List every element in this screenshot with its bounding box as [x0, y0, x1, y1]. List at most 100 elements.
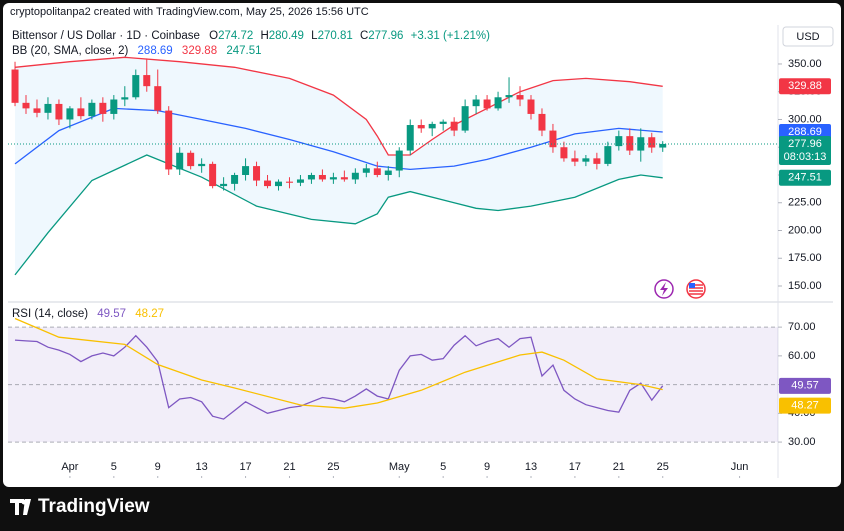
- indicator-title: BB (20, SMA, close, 2): [12, 45, 128, 57]
- y-tick-label: 150.00: [788, 280, 822, 292]
- candle-body: [395, 150, 403, 171]
- candle-body: [450, 121, 458, 131]
- candle-body: [362, 168, 370, 173]
- candle-body: [165, 110, 173, 170]
- candle-body: [220, 183, 228, 187]
- y-tick-label: 175.00: [788, 252, 822, 264]
- candle-body: [253, 166, 261, 181]
- candle-body: [461, 106, 469, 131]
- candle-body: [384, 170, 392, 175]
- candle-body: [55, 103, 63, 120]
- candle-body: [22, 102, 30, 109]
- candle-body: [77, 108, 85, 117]
- y-tick-label: 350.00: [788, 58, 822, 70]
- candle-body: [505, 95, 513, 98]
- price-badge-label: 329.88: [788, 80, 822, 92]
- candle-body: [318, 174, 326, 180]
- x-tick-label: May: [389, 461, 410, 473]
- symbol-title: Bittensor / US Dollar · 1D · Coinbase: [12, 30, 200, 42]
- candle-body: [637, 137, 645, 151]
- economic-event-icon[interactable]: [686, 279, 706, 299]
- y-tick-label: 70.00: [788, 321, 816, 333]
- candle-body: [615, 136, 623, 147]
- candle-body: [209, 163, 217, 187]
- price-badge-label: 48.27: [791, 399, 819, 411]
- close-value: 277.96: [368, 30, 403, 42]
- candle-body: [132, 75, 140, 98]
- candle-body: [604, 146, 612, 164]
- x-tick-label: 13: [196, 461, 208, 473]
- x-tick-label: 17: [239, 461, 251, 473]
- rsi-ma-value: 48.27: [135, 308, 164, 320]
- high-value: 280.49: [269, 30, 304, 42]
- price-badge-label: 247.51: [788, 172, 822, 184]
- candle-body: [329, 177, 337, 180]
- candle-body: [626, 136, 634, 151]
- rsi-line: [14, 334, 664, 420]
- candle-body: [121, 97, 129, 100]
- x-tick-label: 5: [440, 461, 446, 473]
- candle-body: [340, 177, 348, 180]
- candle-body: [494, 97, 502, 109]
- candle-body: [176, 152, 184, 170]
- candle-body: [285, 181, 293, 183]
- candle-body: [648, 137, 656, 148]
- plot: 150.00175.00200.00225.00250.00275.00300.…: [8, 56, 831, 478]
- candle-body: [560, 147, 568, 159]
- candle-body: [527, 99, 535, 114]
- legend-rsi: RSI (14, close) 49.57 48.27: [12, 308, 164, 320]
- candle-body: [110, 99, 118, 114]
- currency-button[interactable]: [782, 26, 834, 47]
- candle-body: [274, 181, 282, 187]
- open-value: 274.72: [218, 30, 253, 42]
- candle-body: [472, 99, 480, 107]
- price-badge: [779, 397, 831, 414]
- candle-body: [417, 125, 425, 129]
- candle-body: [483, 99, 491, 109]
- ohlc-prefix: L: [311, 30, 318, 42]
- price-badge-label: 288.69: [788, 126, 822, 138]
- candle-body: [88, 102, 96, 117]
- candle-body: [66, 108, 74, 120]
- rsi-line: [14, 317, 663, 409]
- ohlc-prefix: C: [360, 30, 368, 42]
- bb-basis-value: 288.69: [138, 45, 173, 57]
- legend-bb: BB (20, SMA, close, 2) 288.69 329.88 247…: [12, 45, 262, 57]
- y-tick-label: 30.00: [788, 436, 816, 448]
- candle-body: [187, 152, 195, 167]
- price-badge: [779, 377, 831, 394]
- candle-body: [351, 172, 359, 180]
- candle-body: [99, 102, 107, 114]
- y-tick-label: 300.00: [788, 113, 822, 125]
- candle-body: [242, 166, 250, 175]
- lightning-icon: [660, 282, 668, 296]
- candle-body: [33, 108, 41, 113]
- logo-dot: [21, 499, 27, 505]
- legend-main: Bittensor / US Dollar · 1D · Coinbase O2…: [12, 30, 490, 42]
- flag-icon: [689, 284, 703, 295]
- candle-body: [593, 158, 601, 164]
- flag-canton: [689, 283, 695, 288]
- price-badge: [779, 78, 831, 95]
- candle-body: [571, 158, 579, 162]
- x-tick-label: 9: [484, 461, 490, 473]
- candle-body: [549, 130, 557, 148]
- x-tick-label: 25: [327, 461, 339, 473]
- candle-body: [143, 75, 151, 87]
- price-badge-label: 49.57: [791, 380, 819, 392]
- x-tick-label: Apr: [61, 461, 78, 473]
- candle-body: [373, 168, 381, 175]
- bb-line: [14, 56, 663, 156]
- candle-body: [231, 174, 239, 184]
- low-value: 270.81: [318, 30, 353, 42]
- candle-body: [406, 125, 414, 151]
- candle-body: [198, 163, 206, 167]
- candle-body: [296, 179, 304, 183]
- x-tick-label: 9: [155, 461, 161, 473]
- candle-body: [582, 158, 590, 162]
- currency[interactable]: USD: [796, 31, 819, 43]
- bb-lower-value: 247.51: [226, 45, 261, 57]
- header: cryptopolitanpa2 created with TradingVie…: [10, 6, 369, 18]
